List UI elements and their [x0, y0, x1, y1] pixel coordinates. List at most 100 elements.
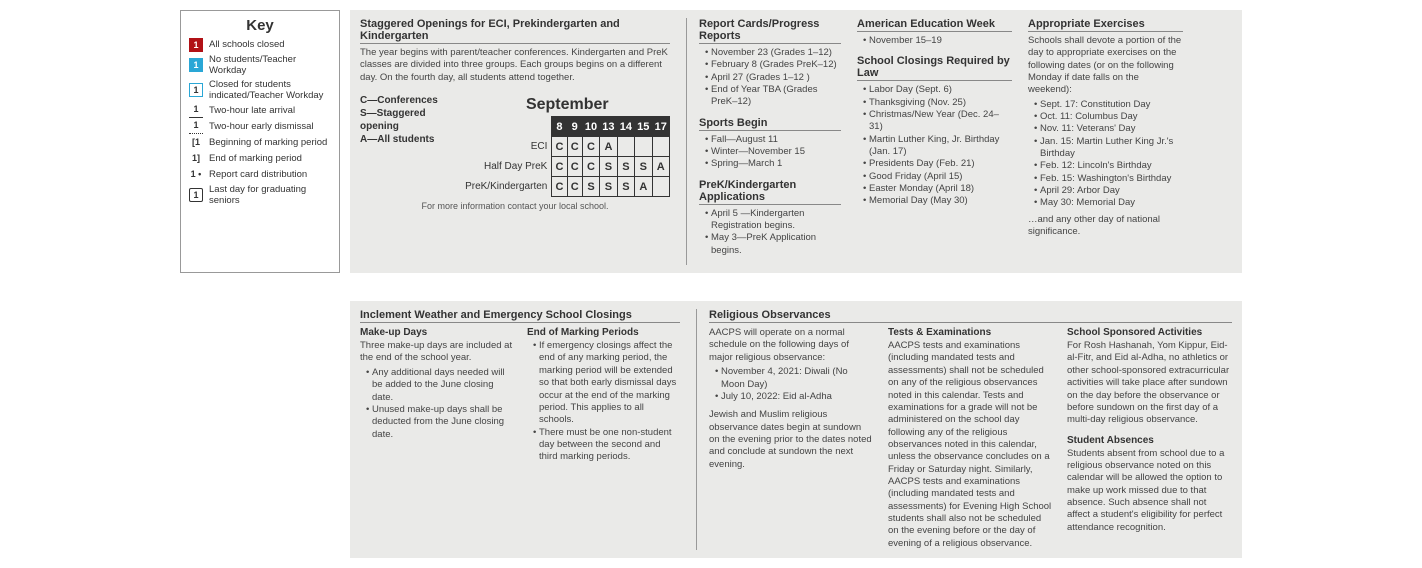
list-item: April 29: Arbor Day — [1034, 185, 1183, 197]
key-label: Two-hour late arrival — [209, 105, 295, 116]
list-item: There must be one non-student day betwee… — [533, 427, 680, 464]
list-item: Labor Day (Sept. 6) — [863, 84, 1012, 96]
staggered-footer: For more information contact your local … — [360, 201, 670, 211]
stagger-cell: S — [635, 157, 652, 177]
report-column: Report Cards/Progress Reports November 2… — [686, 18, 841, 265]
stagger-cell: S — [617, 177, 634, 197]
list-item: November 15–19 — [863, 35, 1012, 47]
key-row: 1 Last day for graduating seniors — [189, 184, 331, 207]
stagger-cell: S — [600, 157, 617, 177]
stagger-cell: C — [552, 137, 567, 157]
stagger-cell: C — [567, 177, 582, 197]
key-glyph: 1 • — [189, 168, 203, 182]
list-item: Jan. 15: Martin Luther King Jr.'s Birthd… — [1034, 136, 1183, 161]
stagger-cell — [635, 137, 652, 157]
stagger-row-label: ECI — [465, 137, 552, 157]
day-header: 13 — [600, 117, 617, 137]
list-item: April 27 (Grades 1–12 ) — [705, 72, 841, 84]
stagger-cell: S — [600, 177, 617, 197]
exercises-intro: Schools shall devote a portion of the da… — [1028, 35, 1183, 97]
religious-col: Religious Observances AACPS will operate… — [696, 309, 1232, 550]
list-item: February 8 (Grades PreK–12) — [705, 59, 841, 71]
legend-s: S—Staggered opening — [360, 107, 451, 133]
exercises-title: Appropriate Exercises — [1028, 18, 1183, 32]
list-item: Feb. 12: Lincoln's Birthday — [1034, 160, 1183, 172]
stagger-cell: C — [582, 137, 599, 157]
stagger-cell: C — [582, 157, 599, 177]
key-row: 1 No students/Teacher Workday — [189, 54, 331, 77]
absences-body: Students absent from school due to a rel… — [1067, 448, 1232, 534]
stagger-cell: A — [600, 137, 617, 157]
stagger-cell — [617, 137, 634, 157]
list-item: May 30: Memorial Day — [1034, 197, 1183, 209]
list-item: Nov. 11: Veterans' Day — [1034, 123, 1183, 135]
exercises-column: Appropriate Exercises Schools shall devo… — [1028, 18, 1183, 265]
list-item: If emergency closings affect the end of … — [533, 340, 680, 426]
absences-title: Student Absences — [1067, 435, 1232, 446]
key-row: 1 Two-hour late arrival — [189, 104, 331, 118]
list-item: May 3—PreK Application begins. — [705, 232, 841, 257]
key-label: No students/Teacher Workday — [209, 54, 331, 77]
key-label: Last day for graduating seniors — [209, 184, 331, 207]
stagger-cell: C — [567, 157, 582, 177]
stagger-row-label: Half Day PreK — [465, 157, 552, 177]
day-header: 10 — [582, 117, 599, 137]
stagger-cell: S — [617, 157, 634, 177]
day-header: 9 — [567, 117, 582, 137]
closings-column: American Education Week November 15–19 S… — [857, 18, 1012, 265]
legend-a: A—All students — [360, 133, 451, 146]
stagger-legend: C—Conferences S—Staggered opening A—All … — [360, 94, 451, 146]
list-item: November 23 (Grades 1–12) — [705, 47, 841, 59]
september-heading: September — [465, 94, 669, 117]
key-row: 1Two-hour early dismissal — [189, 120, 331, 134]
list-item: Spring—March 1 — [705, 158, 841, 170]
list-item: April 5 —Kindergarten Registration begin… — [705, 208, 841, 233]
list-item: Sept. 17: Constitution Day — [1034, 99, 1183, 111]
stagger-cell: C — [567, 137, 582, 157]
key-row: 1] End of marking period — [189, 152, 331, 166]
sponsored-body: For Rosh Hashanah, Yom Kippur, Eid-al-Fi… — [1067, 340, 1232, 426]
top-gray-panel: Staggered Openings for ECI, Prekindergar… — [350, 10, 1242, 273]
key-glyph: 1 — [189, 188, 203, 202]
list-item: Winter—November 15 — [705, 146, 841, 158]
key-glyph: 1 — [189, 58, 203, 72]
key-glyph: 1] — [189, 152, 203, 166]
stagger-cell: S — [582, 177, 599, 197]
religious-intro: AACPS will operate on a normal schedule … — [709, 327, 874, 364]
key-label: End of marking period — [209, 153, 302, 164]
exercises-outro: …and any other day of national significa… — [1028, 214, 1183, 239]
key-row: 1 •Report card distribution — [189, 168, 331, 182]
key-glyph: 1 — [189, 83, 203, 97]
report-cards-title: Report Cards/Progress Reports — [699, 18, 841, 44]
inclement-col: Inclement Weather and Emergency School C… — [360, 309, 680, 550]
list-item: Easter Monday (April 18) — [863, 183, 1012, 195]
bottom-gray-panel: Inclement Weather and Emergency School C… — [350, 301, 1242, 558]
key-row: 1 Closed for students indicated/Teacher W… — [189, 79, 331, 102]
day-header: 14 — [617, 117, 634, 137]
key-label: Closed for students indicated/Teacher Wo… — [209, 79, 331, 102]
stagger-row-label: PreK/Kindergarten — [465, 177, 552, 197]
list-item: Fall—August 11 — [705, 134, 841, 146]
legend-c: C—Conferences — [360, 94, 451, 107]
stagger-cell: C — [552, 157, 567, 177]
key-title: Key — [189, 17, 331, 34]
key-glyph: 1 — [189, 104, 203, 118]
list-item: Good Friday (April 15) — [863, 171, 1012, 183]
sponsored-title: School Sponsored Activities — [1067, 327, 1232, 338]
list-item: Oct. 11: Columbus Day — [1034, 111, 1183, 123]
staggered-col: Staggered Openings for ECI, Prekindergar… — [360, 18, 670, 265]
stagger-cell — [652, 137, 669, 157]
list-item: Presidents Day (Feb. 21) — [863, 158, 1012, 170]
key-box: Key 1All schools closed1No students/Teac… — [180, 10, 340, 273]
closings-law-title: School Closings Required by Law — [857, 55, 1012, 81]
key-row: 1All schools closed — [189, 38, 331, 52]
september-table: September 891013141517 ECICCCAHalf Day P… — [465, 94, 670, 197]
list-item: Memorial Day (May 30) — [863, 195, 1012, 207]
list-item: Thanksgiving (Nov. 25) — [863, 97, 1012, 109]
list-item: End of Year TBA (Grades PreK–12) — [705, 84, 841, 109]
eomp-title: End of Marking Periods — [527, 327, 680, 338]
tests-title: Tests & Examinations — [888, 327, 1053, 338]
key-label: All schools closed — [209, 39, 285, 50]
sports-title: Sports Begin — [699, 117, 841, 131]
list-item: Martin Luther King, Jr. Birthday (Jan. 1… — [863, 134, 1012, 159]
